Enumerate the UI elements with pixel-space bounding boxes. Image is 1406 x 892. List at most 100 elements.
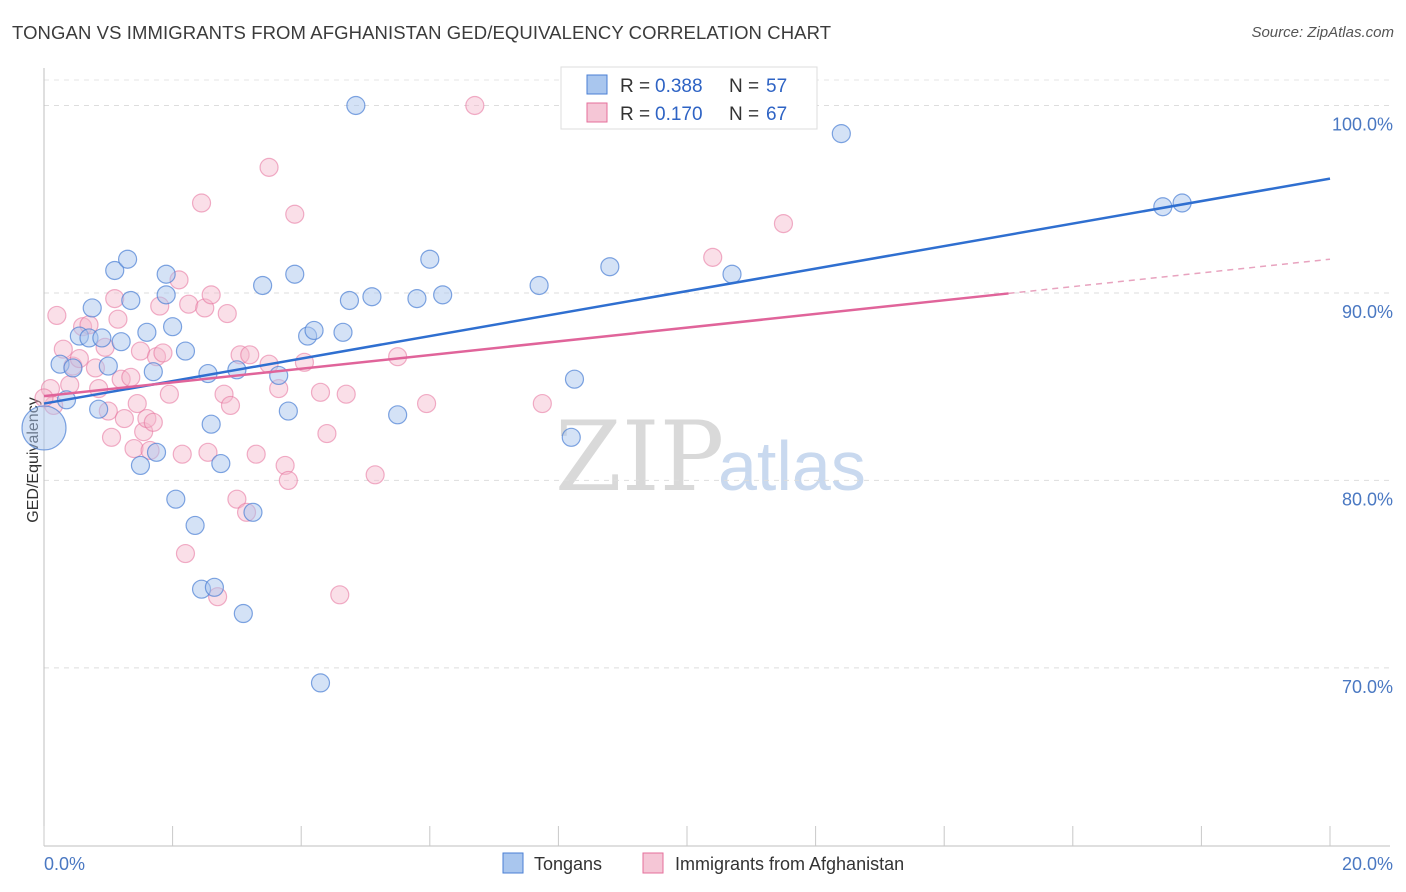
tongans-point [156,285,176,305]
tongans-point [121,290,141,311]
tongans-point [310,673,331,693]
legend-r-value-1: 0.388 [655,76,703,97]
tongans-point [89,399,109,419]
afghanistan-point [179,294,199,314]
tongans-point [831,124,851,144]
tongans-point [600,257,620,277]
bottom-legend-swatch-tongans [502,852,524,874]
tongans-point [433,285,453,305]
afghanistan-point [121,367,141,387]
tongans-point [407,288,427,309]
afghanistan-point [773,214,794,234]
afghanistan-point [465,95,485,116]
legend-n-label-2: N = [729,104,759,125]
afghanistan-point [532,393,552,414]
afghanistan-trend-extension [1008,258,1331,295]
legend-swatch-afghanistan [586,102,608,123]
afghanistan-point [310,382,331,402]
tongans-point [722,264,742,284]
bottom-legend-label-tongans: Tongans [534,854,602,874]
tongans-point [201,414,221,434]
tongans-point [362,287,382,307]
afghanistan-point [330,585,350,605]
tongans-point [561,427,581,447]
legend: R = 0.388 N = 57 R = 0.170 N = 67 [560,66,818,130]
afghanistan-trend-line [43,292,1009,398]
afghanistan-point [130,341,151,361]
axes [43,68,1390,847]
watermark-zip: ZIP [555,401,724,513]
tongans-point [130,455,151,476]
afghanistan-point [416,393,437,414]
afghanistan-point [365,465,385,485]
afghanistan-point [175,543,196,564]
y-tick-labels: 100.0% 90.0% 80.0% 70.0% [1332,114,1393,696]
tongans-point [233,603,253,624]
tongans-point [166,489,186,509]
afghanistan-point [159,384,179,404]
tongans-point [137,322,157,342]
afghanistan-point [47,305,67,326]
y-tick-label: 90.0% [1342,302,1393,322]
afghanistan-point [108,309,128,329]
afghanistan-point [246,444,266,464]
afghanistan-point [220,395,241,416]
tongans-point [92,328,112,348]
afghanistan-point [191,193,212,213]
tongans-point [564,369,585,389]
tongans-point [63,358,83,378]
afghanistan-point [240,345,260,365]
afghanistan-point [105,288,125,309]
tongans-point [285,264,305,284]
series-afghanistan-points [34,95,794,607]
legend-r-value-2: 0.170 [655,104,703,125]
tongans-point [185,515,205,536]
tongans-point [420,249,440,269]
afghanistan-point [153,343,173,363]
x-tick-label: 0.0% [44,854,85,874]
tongans-point [117,249,138,269]
afghanistan-point [278,470,298,491]
afghanistan-point [317,423,337,444]
legend-r-label-1: R = [620,76,650,97]
tongans-point [243,502,263,522]
afghanistan-point [114,408,134,429]
tongans-point [163,317,183,337]
legend-n-value-2: 67 [766,104,787,125]
watermark: ZIP atlas [555,401,866,513]
tongans-point [333,322,353,342]
afghanistan-point [214,384,234,404]
tongans-trend-line [43,177,1331,405]
tongans-point [339,290,360,311]
tongans-point [204,577,224,597]
y-tick-label: 80.0% [1342,489,1393,509]
afghanistan-point [217,303,237,324]
y-tick-label: 70.0% [1342,677,1393,697]
bottom-legend: Tongans Immigrants from Afghanistan [502,852,904,874]
legend-n-value-1: 57 [766,76,787,97]
afghanistan-point [172,444,192,464]
tongans-point [105,260,125,281]
tongans-point [21,405,67,451]
legend-swatch-tongans [586,74,608,95]
afghanistan-point [703,247,723,267]
afghanistan-point [201,285,221,305]
tongans-point [346,95,366,116]
tongans-point [146,442,167,462]
tongans-point [143,362,163,382]
tongans-point [278,401,298,421]
x-tick-label: 20.0% [1342,854,1393,874]
afghanistan-point [285,204,305,224]
chart-source: Source: ZipAtlas.com [1251,24,1394,41]
legend-n-label-1: N = [729,76,759,97]
watermark-atlas: atlas [718,427,866,505]
afghanistan-point [127,393,147,414]
tongans-point [111,332,131,352]
bottom-legend-swatch-afghanistan [642,852,664,874]
chart-title: TONGAN VS IMMIGRANTS FROM AFGHANISTAN GE… [12,22,832,43]
series-tongans-points [21,95,1192,693]
trend-lines [43,177,1331,405]
afghanistan-point [198,442,218,462]
afghanistan-point [143,412,163,432]
